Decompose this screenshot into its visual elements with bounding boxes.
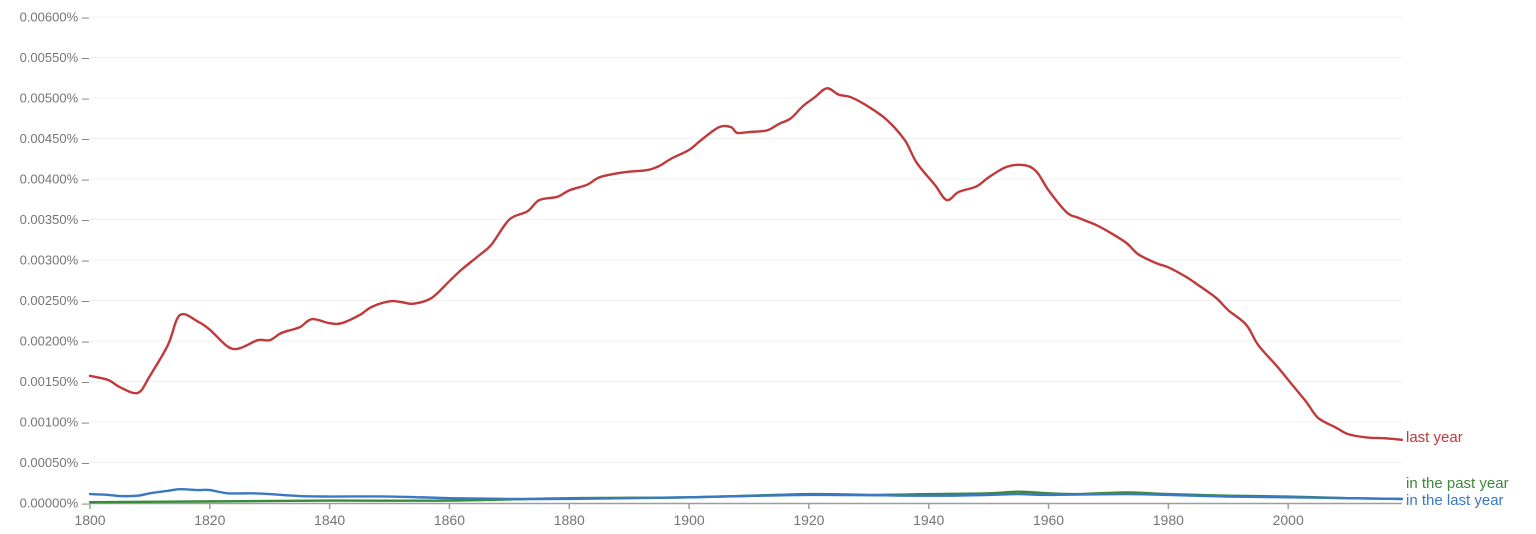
y-tick-label: 0.00300% – (20, 253, 90, 268)
y-tick-label: 0.00550% – (20, 50, 90, 65)
series-line-in-the-last-year[interactable] (88, 488, 1404, 501)
series-label-in-the-past-year[interactable]: in the past year (1406, 475, 1509, 492)
x-tick-label: 1880 (554, 512, 585, 528)
x-tick-label: 2000 (1273, 512, 1304, 528)
series-lines (88, 87, 1404, 504)
y-tick-label: 0.00600% – (20, 10, 90, 25)
x-tick-label: 1800 (74, 512, 105, 528)
y-tick-label: 0.00500% – (20, 91, 90, 106)
y-tick-label: 0.00350% – (20, 212, 90, 227)
grid-lines (90, 16, 1402, 463)
y-axis: 0.00000% – 0.00050% – 0.00100% – 0.00150% –… (20, 10, 90, 511)
series-line-last-year[interactable] (88, 87, 1404, 442)
series-labels: last year in the past year in the last y… (1406, 429, 1509, 509)
y-tick-label: 0.00200% – (20, 334, 90, 349)
y-tick-label: 0.00050% – (20, 455, 90, 470)
x-tick-label: 1920 (793, 512, 824, 528)
x-tick-label: 1900 (674, 512, 705, 528)
series-label-in-the-last-year[interactable]: in the last year (1406, 492, 1504, 509)
y-tick-label: 0.00100% – (20, 415, 90, 430)
x-tick-label: 1980 (1153, 512, 1184, 528)
y-tick-label: 0.00150% – (20, 374, 90, 389)
x-tick-label: 1940 (913, 512, 944, 528)
x-tick-label: 1860 (434, 512, 465, 528)
y-tick-label: 0.00400% – (20, 172, 90, 187)
y-tick-label: 0.00000% – (20, 496, 90, 511)
x-axis: 1800 1820 1840 1860 1880 1900 1920 1940 1960 1980… (74, 502, 1402, 528)
x-tick-label: 1840 (314, 512, 345, 528)
y-tick-label: 0.00450% – (20, 131, 90, 146)
x-tick-label: 1960 (1033, 512, 1064, 528)
y-tick-label: 0.00250% – (20, 293, 90, 308)
series-label-last-year[interactable]: last year (1406, 429, 1463, 446)
x-tick-label: 1820 (194, 512, 225, 528)
